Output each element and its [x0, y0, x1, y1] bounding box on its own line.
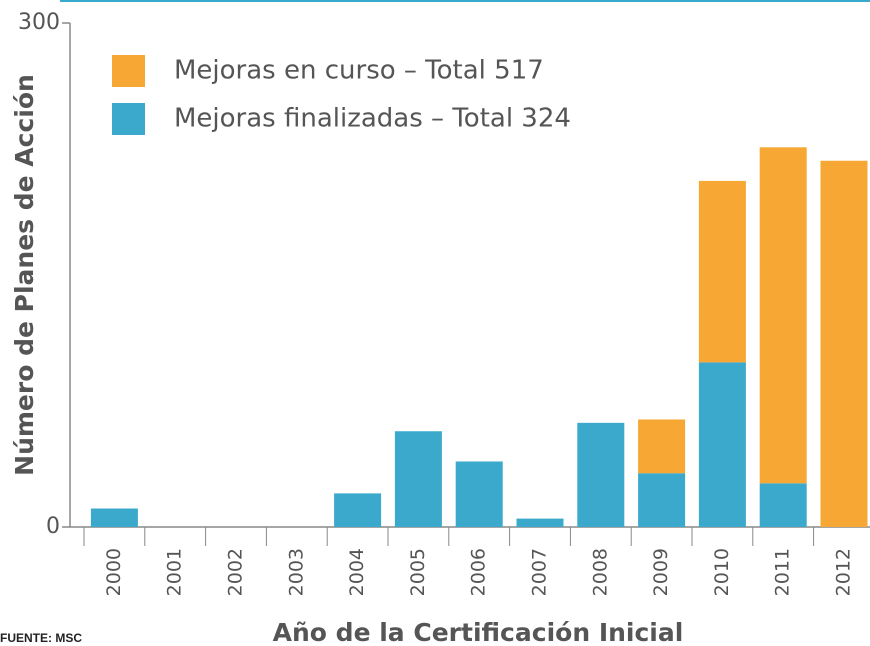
x-tick-label: 2012 — [833, 548, 855, 596]
x-tick-label: 2004 — [346, 548, 368, 596]
bar-segment — [577, 422, 625, 527]
bar-segment — [638, 473, 686, 527]
bar-segment — [90, 508, 138, 527]
y-axis-title: Número de Planes de Acción — [10, 74, 39, 476]
y-tick-label: 300 — [18, 10, 60, 35]
x-axis-title: Año de la Certificación Inicial — [273, 618, 684, 646]
legend-swatch — [112, 55, 145, 87]
x-tick-label: 2010 — [711, 548, 733, 596]
legend-label: Mejoras en curso – Total 517 — [174, 56, 544, 86]
x-tick-label: 2006 — [468, 548, 490, 596]
bar-segment — [820, 160, 868, 527]
x-tick-label: 2008 — [589, 548, 611, 596]
bar-segment — [698, 362, 746, 527]
bar-segment — [638, 419, 686, 474]
legend-label: Mejoras finalizadas – Total 324 — [174, 104, 571, 134]
y-tick-label: 0 — [46, 514, 60, 539]
x-tick-label: 2002 — [225, 548, 247, 596]
x-tick-label: 2000 — [103, 548, 125, 596]
bar-segment — [334, 493, 382, 527]
source: FUENTE: MSC — [0, 631, 82, 645]
x-tick-label: 2009 — [650, 548, 672, 596]
bar-segment — [455, 461, 503, 527]
x-tick-label: 2011 — [772, 548, 794, 596]
bar-segment — [759, 147, 807, 484]
bar-segment — [698, 180, 746, 363]
bar-segment — [759, 483, 807, 527]
bar-segment — [516, 518, 564, 527]
legend-swatch — [112, 103, 145, 135]
bar-segment — [394, 431, 442, 527]
x-tick-label: 2003 — [285, 548, 307, 596]
x-tick-label: 2007 — [529, 548, 551, 596]
x-tick-label: 2001 — [164, 548, 186, 596]
x-tick-label: 2005 — [407, 548, 429, 596]
